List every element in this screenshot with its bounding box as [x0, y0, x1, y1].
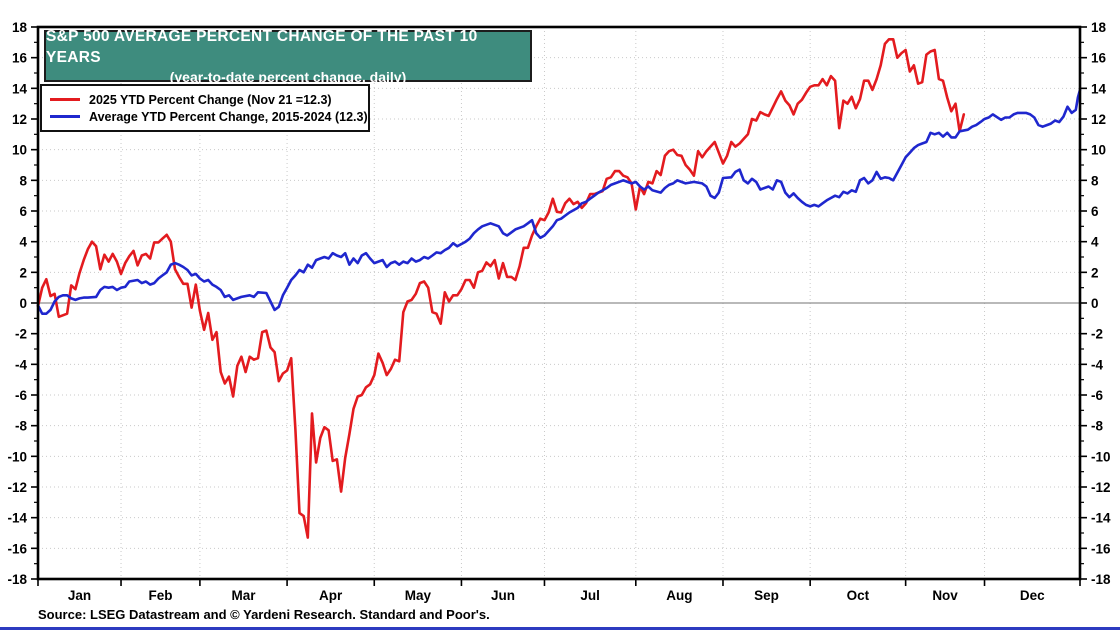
- month-label: Jan: [68, 588, 91, 603]
- month-label: Oct: [847, 588, 870, 603]
- y-axis-label-right: 16: [1091, 51, 1107, 66]
- legend-label-average-ytd: Average YTD Percent Change, 2015-2024 (1…: [89, 109, 368, 124]
- month-label: Mar: [231, 588, 256, 603]
- y-axis-label-right: -4: [1091, 357, 1103, 372]
- y-axis-label-right: -14: [1091, 511, 1111, 526]
- y-axis-label-right: -16: [1091, 541, 1111, 556]
- y-axis-label-right: 0: [1091, 296, 1099, 311]
- blue-line-swatch: [50, 115, 80, 118]
- y-axis-label-right: 6: [1091, 204, 1099, 219]
- chart-subtitle: (year-to-date percent change, daily): [169, 68, 407, 85]
- source-text: Source: LSEG Datastream and © Yardeni Re…: [38, 607, 490, 622]
- y-axis-label-right: 2: [1091, 265, 1099, 280]
- y-axis-label-left: -14: [7, 511, 27, 526]
- y-axis-label-left: 14: [12, 81, 28, 96]
- y-axis-label-left: 2: [19, 265, 27, 280]
- y-axis-label-right: 18: [1091, 20, 1107, 35]
- y-axis-label-left: 0: [19, 296, 27, 311]
- y-axis-label-right: -10: [1091, 449, 1111, 464]
- y-axis-label-left: 4: [19, 235, 27, 250]
- y-axis-label-right: -8: [1091, 419, 1103, 434]
- y-axis-label-right: 8: [1091, 173, 1099, 188]
- y-axis-label-left: 16: [12, 51, 28, 66]
- y-axis-label-left: 6: [19, 204, 27, 219]
- y-axis-label-left: -4: [15, 357, 27, 372]
- y-axis-label-left: -10: [7, 449, 27, 464]
- month-label: Aug: [666, 588, 692, 603]
- month-label: Jun: [491, 588, 515, 603]
- y-axis-label-left: -18: [7, 572, 27, 587]
- month-label: Dec: [1020, 588, 1045, 603]
- month-label: Sep: [754, 588, 779, 603]
- y-axis-label-left: 18: [12, 20, 28, 35]
- y-axis-label-left: -2: [15, 327, 27, 342]
- red-line-swatch: [50, 98, 80, 101]
- legend-item-2025-ytd: 2025 YTD Percent Change (Nov 21 =12.3): [50, 93, 368, 107]
- month-label: Jul: [580, 588, 600, 603]
- y-axis-label-right: -12: [1091, 480, 1111, 495]
- y-axis-label-left: -8: [15, 419, 27, 434]
- y-axis-label-left: -6: [15, 388, 27, 403]
- y-axis-label-left: -16: [7, 541, 27, 556]
- y-axis-label-right: 10: [1091, 143, 1106, 158]
- month-label: Feb: [148, 588, 172, 603]
- legend-box: 2025 YTD Percent Change (Nov 21 =12.3) A…: [40, 84, 370, 132]
- y-axis-label-left: -12: [7, 480, 27, 495]
- chart-title: S&P 500 AVERAGE PERCENT CHANGE OF THE PA…: [46, 27, 478, 66]
- chart-title-box: S&P 500 AVERAGE PERCENT CHANGE OF THE PA…: [44, 27, 532, 85]
- y-axis-label-right: 14: [1091, 81, 1107, 96]
- y-axis-label-left: 8: [19, 173, 27, 188]
- month-label: May: [405, 588, 432, 603]
- series-line-average: [36, 88, 1082, 316]
- y-axis-label-right: -6: [1091, 388, 1103, 403]
- y-axis-label-right: -18: [1091, 572, 1111, 587]
- legend-item-average-ytd: Average YTD Percent Change, 2015-2024 (1…: [50, 110, 368, 124]
- month-label: Apr: [319, 588, 343, 603]
- y-axis-label-right: 4: [1091, 235, 1099, 250]
- y-axis-label-left: 10: [12, 143, 27, 158]
- legend-label-2025-ytd: 2025 YTD Percent Change (Nov 21 =12.3): [89, 92, 332, 107]
- month-label: Nov: [932, 588, 958, 603]
- y-axis-label-right: 12: [1091, 112, 1106, 127]
- y-axis-label-left: 12: [12, 112, 27, 127]
- y-axis-label-right: -2: [1091, 327, 1103, 342]
- series-line-2025: [36, 37, 966, 539]
- plot-frame: [36, 25, 1082, 581]
- footer-rule: [0, 627, 1120, 630]
